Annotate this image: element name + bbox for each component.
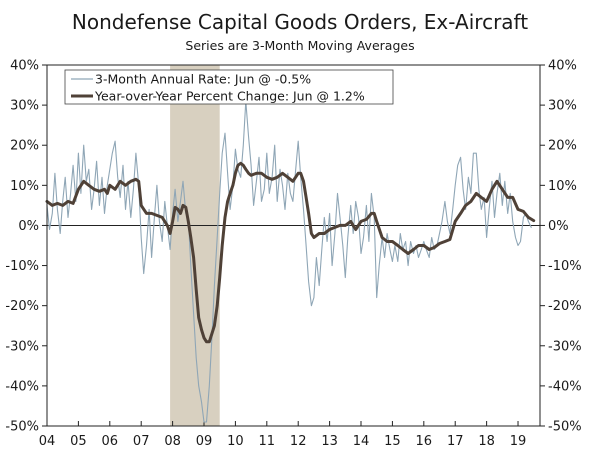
y-tick-label-right: -20% [548, 299, 582, 314]
y-tick-label-left: -20% [5, 299, 39, 314]
x-tick-label: 18 [478, 434, 495, 449]
x-tick-label: 15 [384, 434, 401, 449]
series-line-1 [46, 100, 532, 423]
y-tick-label-left: 0% [18, 219, 39, 234]
x-tick-label: 07 [133, 434, 150, 449]
x-tick-label: 06 [102, 434, 119, 449]
legend-label-series-2: Year-over-Year Percent Change: Jun @ 1.2… [94, 89, 365, 104]
series-layer [45, 100, 536, 423]
chart-title: Nondefense Capital Goods Orders, Ex-Airc… [72, 10, 528, 34]
chart-subtitle: Series are 3-Month Moving Averages [185, 38, 414, 53]
y-tick-label-right: 10% [548, 179, 577, 194]
y-tick-label-right: -10% [548, 259, 582, 274]
x-tick-label: 04 [39, 434, 56, 449]
x-tick-label: 10 [227, 434, 244, 449]
plot-frame [46, 64, 541, 427]
y-tick-label-left: 30% [10, 99, 39, 114]
y-tick-label-left: 40% [10, 59, 39, 74]
legend-label-series-1: 3-Month Annual Rate: Jun @ -0.5% [95, 72, 311, 87]
x-tick-label: 11 [259, 434, 276, 449]
y-tick-label-right: -30% [548, 339, 582, 354]
recession-band [170, 65, 220, 426]
legend-box [64, 69, 394, 105]
y-tick-label-left: -10% [5, 259, 39, 274]
x-tick-label: 08 [164, 434, 181, 449]
y-tick-label-left: -30% [5, 339, 39, 354]
y-tick-label-right: 20% [548, 139, 577, 154]
x-tick-label: 17 [447, 434, 464, 449]
x-tick-label: 05 [70, 434, 87, 449]
x-tick-label: 13 [321, 434, 338, 449]
x-tick-label: 19 [510, 434, 527, 449]
x-tick-label: 14 [353, 434, 370, 449]
y-tick-label-left: -50% [5, 420, 39, 435]
y-tick-label-right: 0% [548, 219, 569, 234]
x-tick-label: 12 [290, 434, 307, 449]
axes: 40% 40% 30% 30% 20% 20% 10% 10% 0% 0% -10% -10% -20%… [5, 59, 581, 450]
x-tick-label: 09 [196, 434, 213, 449]
y-tick-label-right: 40% [548, 59, 577, 74]
y-tick-label-right: -50% [548, 420, 582, 435]
y-tick-label-right: 30% [548, 99, 577, 114]
y-tick-label-right: -40% [548, 379, 582, 394]
series-line-2 [45, 161, 536, 344]
legend: 3-Month Annual Rate: Jun @ -0.5% Year-ov… [64, 69, 394, 105]
y-tick-label-left: 10% [10, 179, 39, 194]
y-tick-label-left: 20% [10, 139, 39, 154]
x-tick-label: 16 [416, 434, 433, 449]
y-tick-label-left: -40% [5, 379, 39, 394]
